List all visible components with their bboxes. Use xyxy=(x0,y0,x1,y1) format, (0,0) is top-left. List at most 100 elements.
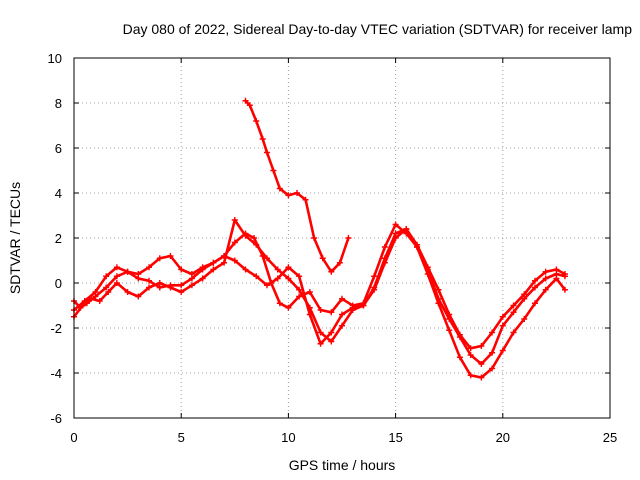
data-point xyxy=(521,316,528,322)
data-point xyxy=(336,259,343,266)
data-point xyxy=(231,239,238,246)
data-point xyxy=(542,275,549,282)
data-point xyxy=(199,266,206,273)
data-point xyxy=(124,289,131,295)
y-tick-label: -2 xyxy=(50,321,62,336)
data-point xyxy=(105,289,112,295)
data-point xyxy=(306,289,313,295)
data-point xyxy=(113,273,120,280)
data-point xyxy=(251,235,258,241)
data-point xyxy=(124,268,131,275)
y-tick-label: 10 xyxy=(48,51,62,66)
data-point xyxy=(339,322,345,329)
data-point xyxy=(414,244,421,250)
data-point xyxy=(296,293,303,300)
data-point xyxy=(167,253,174,259)
data-point xyxy=(259,136,266,142)
data-point xyxy=(178,266,185,273)
data-point xyxy=(263,255,270,262)
series-line xyxy=(72,218,567,379)
satellite-track-4 xyxy=(242,97,352,275)
data-point xyxy=(96,298,103,304)
data-point xyxy=(531,284,538,291)
data-point xyxy=(135,275,142,282)
data-point xyxy=(113,264,120,271)
data-point xyxy=(328,338,335,345)
data-point xyxy=(231,257,238,264)
data-point xyxy=(531,277,538,284)
y-tick-label: -6 xyxy=(50,411,62,426)
x-axis-label: GPS time / hours xyxy=(289,457,396,473)
satellite-track-3 xyxy=(71,217,568,381)
data-point xyxy=(489,329,496,336)
data-point xyxy=(242,266,249,273)
data-point xyxy=(499,347,506,354)
x-tick-label: 25 xyxy=(603,430,617,445)
data-point xyxy=(306,304,313,311)
data-point xyxy=(392,221,399,228)
y-tick-label: 2 xyxy=(55,231,62,246)
data-point xyxy=(167,284,174,291)
data-point xyxy=(392,235,399,241)
data-point xyxy=(317,307,324,313)
data-point xyxy=(317,329,324,336)
data-point xyxy=(424,271,431,277)
x-tick-label: 10 xyxy=(281,430,295,445)
x-tick-label: 20 xyxy=(496,430,510,445)
data-point xyxy=(317,340,324,347)
data-point xyxy=(435,286,442,293)
data-point xyxy=(553,266,560,273)
data-point xyxy=(188,282,195,289)
data-point xyxy=(253,118,260,124)
data-point xyxy=(435,300,442,307)
data-point xyxy=(531,300,538,307)
data-point xyxy=(499,313,506,320)
data-point xyxy=(339,311,345,318)
data-point xyxy=(456,331,463,338)
data-point xyxy=(328,309,335,316)
data-point xyxy=(542,286,549,293)
data-point xyxy=(371,273,378,280)
data-point xyxy=(263,282,270,289)
data-point xyxy=(456,354,463,361)
data-point xyxy=(199,275,206,282)
data-point xyxy=(285,275,292,282)
data-point xyxy=(274,266,281,273)
data-point xyxy=(403,226,410,232)
data-point xyxy=(478,361,485,367)
data-point xyxy=(242,97,249,104)
data-point xyxy=(381,244,388,250)
y-tick-label: 4 xyxy=(55,186,62,201)
data-point xyxy=(561,271,568,277)
data-point xyxy=(371,286,378,293)
data-point xyxy=(221,259,228,266)
data-point xyxy=(489,365,496,372)
data-point xyxy=(311,235,318,241)
data-point xyxy=(339,295,345,302)
data-point xyxy=(328,329,335,336)
data-point xyxy=(467,345,474,352)
data-point xyxy=(302,196,309,203)
data-point xyxy=(135,293,142,300)
data-point xyxy=(285,192,292,199)
data-point xyxy=(349,307,356,313)
data-point xyxy=(146,284,153,291)
data-point xyxy=(561,286,568,293)
data-point xyxy=(146,264,153,271)
data-point xyxy=(146,277,153,284)
chart-title: Day 080 of 2022, Sidereal Day-to-day VTE… xyxy=(123,21,633,37)
data-point xyxy=(103,284,110,291)
data-point xyxy=(156,255,163,262)
y-tick-label: -4 xyxy=(50,366,62,381)
series-layer xyxy=(71,97,568,381)
data-point xyxy=(231,217,238,223)
data-point xyxy=(478,343,485,349)
data-point xyxy=(381,259,388,266)
data-point xyxy=(499,322,506,329)
y-axis-label: SDTVAR / TECUs xyxy=(7,182,23,294)
data-point xyxy=(178,282,185,289)
data-point xyxy=(92,289,99,295)
data-point xyxy=(276,185,283,192)
